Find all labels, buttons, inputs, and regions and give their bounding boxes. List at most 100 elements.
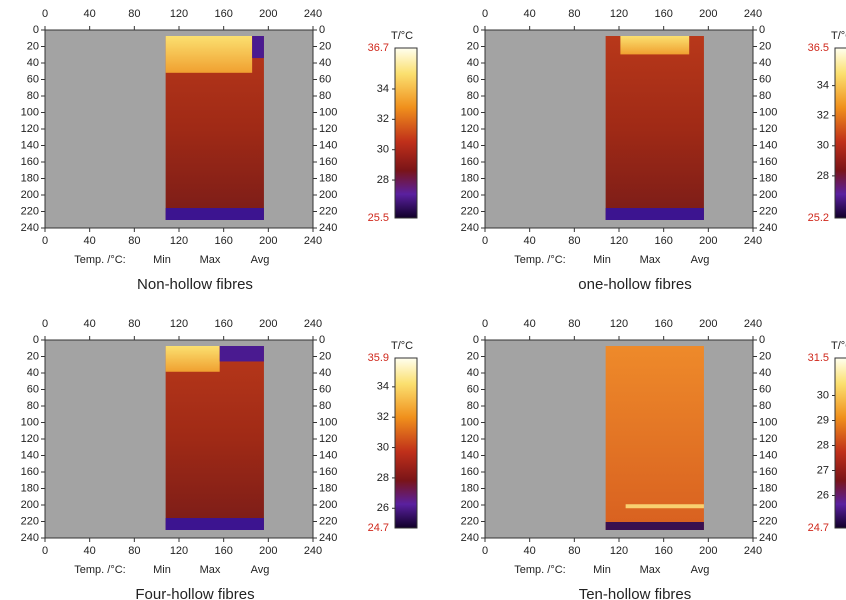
x-tick-label-bottom: 0 xyxy=(42,235,48,247)
y-tick-label-right: 220 xyxy=(319,515,337,527)
x-tick-label-bottom: 120 xyxy=(170,545,188,557)
y-tick-label-left: 220 xyxy=(461,515,479,527)
x-tick-label-top: 200 xyxy=(699,8,717,20)
x-tick-label-top: 80 xyxy=(568,318,580,330)
y-tick-label-left: 140 xyxy=(21,449,39,461)
colorbar-tick-label: 30 xyxy=(377,144,389,156)
colorbar xyxy=(394,47,418,219)
colorbar xyxy=(834,357,846,529)
x-tick-label-bottom: 240 xyxy=(744,545,762,557)
y-tick-label-left: 100 xyxy=(461,106,479,118)
y-tick-label-right: 240 xyxy=(759,532,777,544)
y-tick-label-left: 240 xyxy=(461,532,479,544)
x-tick-label-bottom: 0 xyxy=(42,545,48,557)
y-tick-label-left: 0 xyxy=(33,24,39,36)
colorbar-max: 31.5 xyxy=(808,352,829,364)
y-tick-label-right: 120 xyxy=(319,123,337,135)
colorbar-tick-label: 29 xyxy=(817,414,829,426)
y-tick-label-left: 80 xyxy=(27,90,39,102)
sample xyxy=(605,36,704,220)
colorbar-tick-label: 26 xyxy=(817,489,829,501)
y-tick-label-right: 160 xyxy=(759,466,777,478)
colorbar-tick-label: 32 xyxy=(817,110,829,122)
y-tick-label-right: 80 xyxy=(319,90,331,102)
y-tick-label-right: 120 xyxy=(759,433,777,445)
y-tick-label-right: 80 xyxy=(759,400,771,412)
x-tick-label-bottom: 160 xyxy=(214,545,232,557)
x-tick-label-top: 40 xyxy=(84,8,96,20)
y-tick-label-left: 80 xyxy=(27,400,39,412)
hot-line xyxy=(625,504,704,509)
x-tick-label-bottom: 240 xyxy=(744,235,762,247)
sample xyxy=(165,346,264,530)
x-tick-label-top: 120 xyxy=(170,8,188,20)
panel-title: Non-hollow fibres xyxy=(137,276,253,293)
colorbar-tick-label: 28 xyxy=(377,174,389,186)
x-tick-label-top: 40 xyxy=(84,318,96,330)
x-tick-label-top: 200 xyxy=(259,318,277,330)
colorbar-tick-label: 30 xyxy=(817,140,829,152)
colorbar-min: 25.2 xyxy=(808,212,829,224)
colorbar-min: 24.7 xyxy=(368,522,389,534)
legend-text: Temp. /°C: xyxy=(74,254,125,266)
y-tick-label-right: 40 xyxy=(319,367,331,379)
y-tick-label-right: 40 xyxy=(759,367,771,379)
x-tick-label-top: 240 xyxy=(304,8,322,20)
y-tick-label-left: 0 xyxy=(473,24,479,36)
y-tick-label-left: 120 xyxy=(461,433,479,445)
y-tick-label-left: 200 xyxy=(21,499,39,511)
y-tick-label-right: 20 xyxy=(759,40,771,52)
y-tick-label-left: 160 xyxy=(21,466,39,478)
legend-text: Temp. /°C: xyxy=(514,254,565,266)
y-tick-label-right: 240 xyxy=(759,222,777,234)
x-tick-label-bottom: 200 xyxy=(699,545,717,557)
y-tick-label-right: 40 xyxy=(759,57,771,69)
legend-text: Max xyxy=(640,564,661,576)
y-tick-label-right: 180 xyxy=(319,482,337,494)
y-tick-label-left: 160 xyxy=(461,466,479,478)
y-tick-label-right: 120 xyxy=(759,123,777,135)
y-tick-label-left: 180 xyxy=(21,172,39,184)
y-tick-label-left: 240 xyxy=(461,222,479,234)
colorbar-unit: T/°C xyxy=(391,340,413,352)
legend-text: Avg xyxy=(691,564,710,576)
y-tick-label-right: 100 xyxy=(759,416,777,428)
y-tick-label-left: 180 xyxy=(21,482,39,494)
y-tick-label-right: 180 xyxy=(759,482,777,494)
y-tick-label-left: 0 xyxy=(473,334,479,346)
x-tick-label-bottom: 80 xyxy=(128,235,140,247)
y-tick-label-left: 200 xyxy=(461,189,479,201)
y-tick-label-left: 200 xyxy=(21,189,39,201)
x-tick-label-bottom: 40 xyxy=(84,235,96,247)
panel-title: Four-hollow fibres xyxy=(135,586,254,600)
colorbar-tick-label: 26 xyxy=(377,502,389,514)
x-tick-label-bottom: 80 xyxy=(568,235,580,247)
y-tick-label-right: 220 xyxy=(759,205,777,217)
colorbar-tick-label: 30 xyxy=(817,389,829,401)
colorbar-tick-label: 34 xyxy=(817,80,829,92)
sample xyxy=(605,346,704,530)
y-tick-label-right: 160 xyxy=(319,156,337,168)
y-tick-label-right: 100 xyxy=(319,106,337,118)
x-tick-label-bottom: 240 xyxy=(304,235,322,247)
y-tick-label-right: 40 xyxy=(319,57,331,69)
x-tick-label-top: 40 xyxy=(524,8,536,20)
y-tick-label-left: 220 xyxy=(21,205,39,217)
y-tick-label-right: 180 xyxy=(759,172,777,184)
y-tick-label-right: 220 xyxy=(759,515,777,527)
x-tick-label-top: 160 xyxy=(654,318,672,330)
y-tick-label-left: 20 xyxy=(467,350,479,362)
x-tick-label-top: 80 xyxy=(568,8,580,20)
x-tick-label-bottom: 40 xyxy=(524,545,536,557)
x-tick-label-top: 120 xyxy=(610,8,628,20)
y-tick-label-right: 160 xyxy=(759,156,777,168)
y-tick-label-right: 120 xyxy=(319,433,337,445)
y-tick-label-left: 100 xyxy=(461,416,479,428)
x-tick-label-bottom: 80 xyxy=(128,545,140,557)
colorbar-unit: T/°C xyxy=(831,340,846,352)
legend-text: Temp. /°C: xyxy=(514,564,565,576)
colorbar-tick-label: 30 xyxy=(377,441,389,453)
y-tick-label-left: 20 xyxy=(467,40,479,52)
y-tick-label-right: 60 xyxy=(319,383,331,395)
